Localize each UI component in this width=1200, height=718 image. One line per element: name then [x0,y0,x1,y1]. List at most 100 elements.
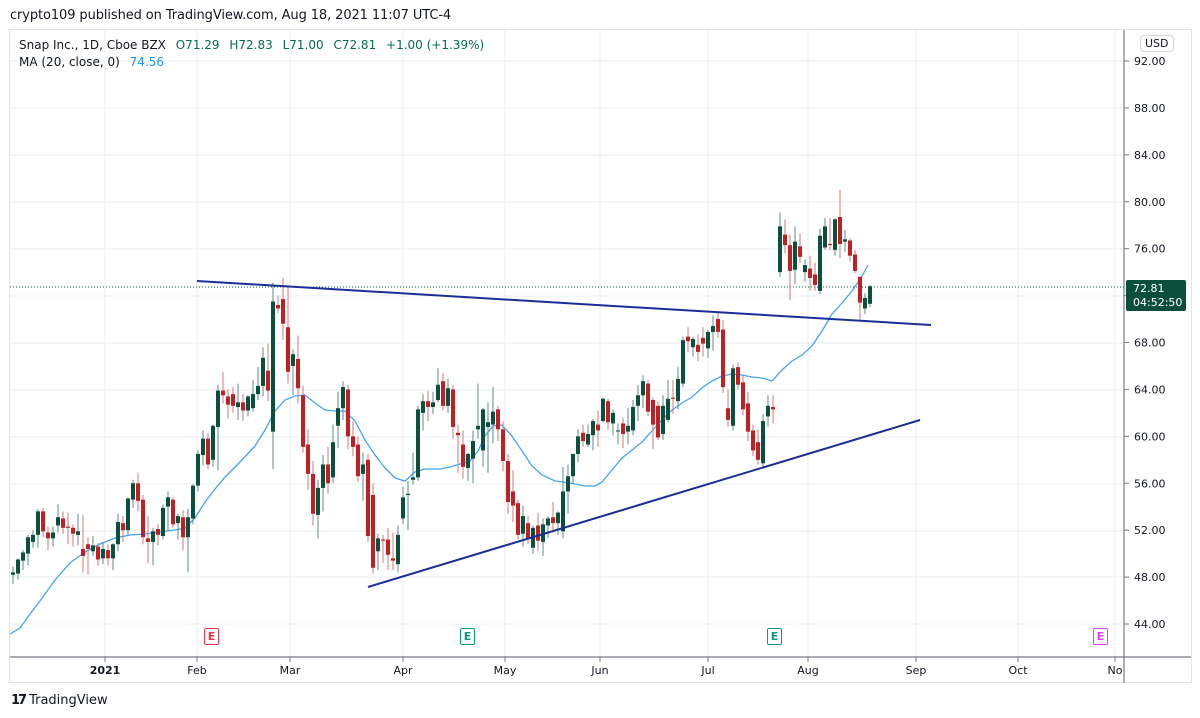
candle-up[interactable] [641,375,645,409]
candle-down[interactable] [141,494,145,545]
candle-down[interactable] [356,436,360,483]
candle-up[interactable] [16,558,20,580]
candle-down[interactable] [301,385,305,453]
candle-down[interactable] [858,276,862,321]
candle-down[interactable] [241,394,245,422]
candle-up[interactable] [691,336,695,357]
candle-up[interactable] [631,399,635,436]
tradingview-logo[interactable]: 17 TradingView [11,693,108,708]
candle-down[interactable] [716,313,720,338]
candle-up[interactable] [616,423,620,445]
candle-down[interactable] [596,410,600,447]
candle-up[interactable] [626,408,630,445]
candle-up[interactable] [291,349,295,396]
candle-up[interactable] [416,405,420,481]
candle-down[interactable] [156,524,160,546]
candle-up[interactable] [531,525,535,554]
candle-up[interactable] [261,347,265,397]
candle-up[interactable] [201,430,205,466]
candle-down[interactable] [226,389,230,419]
candle-up[interactable] [681,336,685,388]
candle-down[interactable] [46,526,50,551]
candle-down[interactable] [671,380,675,415]
candle-down[interactable] [66,512,70,545]
candle-down[interactable] [311,460,315,526]
candle-up[interactable] [216,384,220,471]
candle-up[interactable] [396,525,400,573]
candle-up[interactable] [661,395,665,440]
trendline-lower-support[interactable] [367,419,921,588]
candle-down[interactable] [221,371,225,404]
candle-up[interactable] [406,480,410,531]
candle-down[interactable] [496,405,500,442]
candle-up[interactable] [401,486,405,525]
candle-down[interactable] [276,295,280,314]
candle-up[interactable] [481,408,485,467]
candle-up[interactable] [863,293,867,315]
candle-up[interactable] [316,479,320,539]
candle-down[interactable] [326,446,330,494]
candle-down[interactable] [426,390,430,422]
candle-down[interactable] [701,327,705,357]
candle-up[interactable] [376,533,380,571]
candle-down[interactable] [581,424,585,447]
candle-down[interactable] [721,320,725,393]
candle-down[interactable] [808,255,812,291]
candle-up[interactable] [591,418,595,451]
candle-down[interactable] [81,514,85,573]
candle-up[interactable] [151,527,155,566]
earnings-icon[interactable]: E [460,628,475,645]
candle-down[interactable] [656,401,660,440]
candle-up[interactable] [601,397,605,423]
candle-up[interactable] [731,364,735,431]
candle-down[interactable] [121,516,125,542]
candle-down[interactable] [696,334,700,362]
candle-down[interactable] [813,262,817,291]
candle-up[interactable] [843,229,847,253]
candle-up[interactable] [411,452,415,485]
earnings-icon[interactable]: E [767,628,782,645]
candle-up[interactable] [436,368,440,403]
candle-up[interactable] [421,394,425,431]
candle-up[interactable] [191,484,195,525]
candle-down[interactable] [686,327,690,352]
candle-up[interactable] [541,518,545,556]
candle-up[interactable] [126,497,130,535]
candle-down[interactable] [266,343,270,402]
candle-down[interactable] [441,372,445,411]
currency-button[interactable]: USD [1140,35,1174,52]
candle-up[interactable] [51,526,55,547]
candle-down[interactable] [296,335,300,404]
candle-up[interactable] [116,513,120,552]
candle-down[interactable] [391,532,395,571]
candle-up[interactable] [571,453,575,484]
candle-up[interactable] [766,395,770,427]
candle-down[interactable] [461,430,465,479]
candle-down[interactable] [516,499,520,540]
candle-up[interactable] [271,282,275,470]
candle-down[interactable] [506,453,510,514]
candle-down[interactable] [501,421,505,472]
candle-up[interactable] [256,367,260,400]
candle-down[interactable] [206,432,210,470]
candle-down[interactable] [783,219,787,254]
symbol-label[interactable]: Snap Inc., 1D, Cboe BZX [19,38,166,52]
candle-down[interactable] [726,389,730,427]
candle-up[interactable] [823,218,827,250]
candle-up[interactable] [166,491,170,532]
candle-down[interactable] [536,512,540,552]
candle-down[interactable] [853,249,857,274]
candle-down[interactable] [41,507,45,538]
candle-down[interactable] [306,429,310,491]
candle-up[interactable] [706,329,710,358]
candle-down[interactable] [381,534,385,564]
candle-up[interactable] [91,536,95,556]
candle-up[interactable] [491,387,495,444]
candle-down[interactable] [71,524,75,547]
candle-down[interactable] [828,218,832,250]
candle-down[interactable] [736,362,740,390]
candle-up[interactable] [761,414,765,467]
candle-up[interactable] [476,383,480,439]
candle-up[interactable] [361,452,365,501]
candle-up[interactable] [446,378,450,413]
